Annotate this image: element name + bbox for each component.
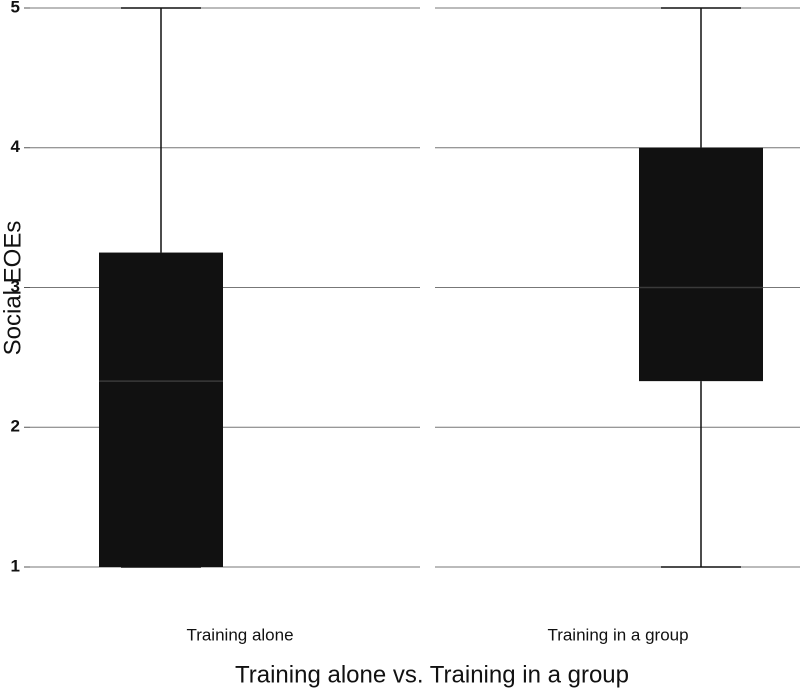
y-tick-label: 2 bbox=[11, 417, 20, 436]
y-tick-label: 4 bbox=[11, 137, 21, 156]
y-tick-label: 5 bbox=[11, 0, 20, 16]
y-axis-title: Social EOEs bbox=[0, 221, 26, 356]
box bbox=[99, 252, 223, 567]
x-axis-title: Training alone vs. Training in a group bbox=[235, 661, 629, 688]
y-tick-label: 1 bbox=[11, 556, 20, 575]
box bbox=[639, 147, 763, 382]
x-tick-label: Training in a group bbox=[547, 625, 688, 644]
y-tick-label: 3 bbox=[11, 277, 20, 296]
x-tick-label: Training alone bbox=[186, 625, 293, 644]
